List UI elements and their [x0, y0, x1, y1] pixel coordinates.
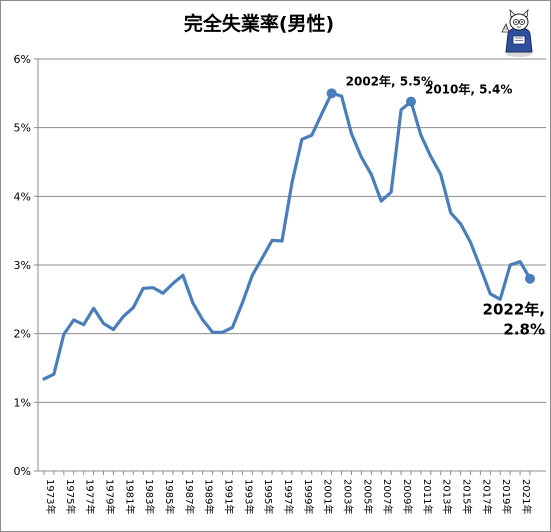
x-tick-label: 1995年 — [262, 479, 275, 514]
y-tick-label: 6% — [14, 53, 31, 66]
chart-title: 完全失業率(男性) — [184, 12, 334, 35]
y-tick-label: 3% — [14, 259, 31, 272]
x-tick-label: 2005年 — [361, 479, 374, 514]
y-tick-label: 1% — [14, 396, 31, 409]
x-tick-label: 2017年 — [480, 479, 493, 514]
highlight-point — [525, 273, 535, 284]
x-tick-label: 2003年 — [342, 479, 355, 514]
highlight-point — [326, 88, 337, 99]
x-tick-label: 2001年 — [322, 479, 335, 514]
y-tick-label: 2% — [14, 328, 31, 341]
x-tick-label: 2019年 — [500, 479, 513, 514]
x-tick-label: 1973年 — [44, 479, 57, 514]
x-tick-label: 2011年 — [421, 479, 434, 514]
y-tick-label: 5% — [14, 122, 31, 135]
x-tick-label: 2009年 — [401, 479, 414, 514]
x-tick-label: 2021年 — [520, 479, 533, 514]
x-tick-label: 1981年 — [123, 479, 136, 514]
series-line — [42, 91, 532, 381]
x-tick-label: 1977年 — [84, 479, 97, 514]
y-tick-label: 4% — [14, 190, 31, 203]
data-label: 2.8% — [503, 321, 545, 339]
x-tick-label: 1999年 — [302, 479, 315, 514]
x-tick-label: 2015年 — [461, 479, 474, 514]
x-tick-label: 1993年 — [242, 479, 255, 514]
x-tick-label: 1997年 — [282, 479, 295, 514]
x-tick-label: 1975年 — [64, 479, 77, 514]
x-tick-label: 1987年 — [183, 479, 196, 514]
mascot-logo — [501, 8, 533, 57]
x-tick-label: 1979年 — [104, 479, 117, 514]
x-tick-label: 1985年 — [163, 479, 176, 514]
x-tick-label: 1991年 — [223, 479, 236, 514]
x-tick-label: 2013年 — [441, 479, 454, 514]
x-tick-label: 1989年 — [203, 479, 216, 514]
data-label: 2010年, 5.4% — [425, 82, 512, 97]
y-tick-label: 0% — [14, 465, 31, 478]
highlight-point — [405, 96, 416, 107]
data-label: 2022年, — [483, 301, 545, 319]
data-label: 2002年, 5.5% — [346, 73, 433, 88]
x-tick-label: 1983年 — [143, 479, 156, 514]
x-tick-label: 2007年 — [381, 479, 394, 514]
